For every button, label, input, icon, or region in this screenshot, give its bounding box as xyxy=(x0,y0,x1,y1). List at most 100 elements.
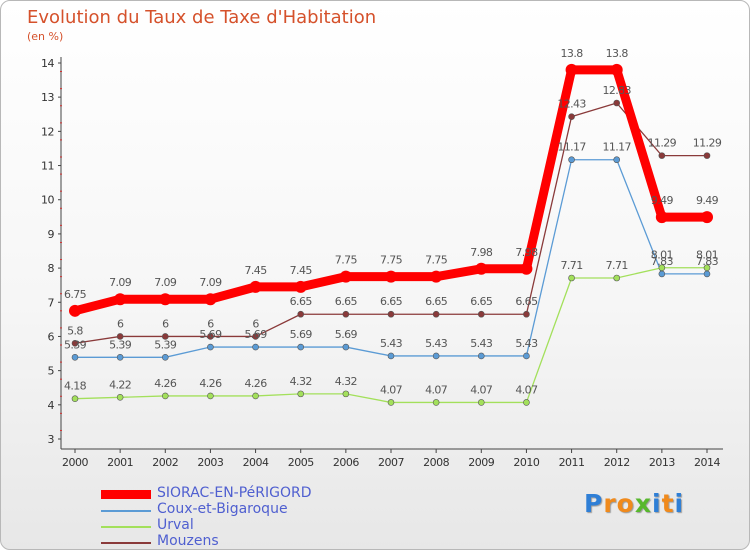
data-label: 4.07 xyxy=(380,383,403,396)
series-point-0 xyxy=(114,293,127,306)
data-label: 7.09 xyxy=(199,276,222,289)
data-label: 7.98 xyxy=(470,246,493,259)
series-point-1 xyxy=(207,343,214,351)
series-point-1 xyxy=(297,343,305,351)
series-point-1 xyxy=(703,270,711,278)
series-point-0 xyxy=(475,262,488,275)
y-tick-label: 10 xyxy=(41,194,54,207)
x-tick-label: 2008 xyxy=(423,456,449,469)
data-label: 5.69 xyxy=(245,328,268,341)
data-label: 4.22 xyxy=(109,378,131,391)
x-tick-label: 2011 xyxy=(559,456,585,469)
data-label: 5.43 xyxy=(470,337,493,350)
logo-letter: t xyxy=(661,489,675,518)
y-tick-label: 4 xyxy=(48,399,55,412)
series-point-2 xyxy=(432,399,440,406)
x-tick-label: 2004 xyxy=(243,456,269,469)
series-point-3 xyxy=(342,310,350,318)
series-point-1 xyxy=(568,156,575,164)
data-label: 7.45 xyxy=(245,264,268,277)
series-point-0 xyxy=(69,304,81,317)
series-point-0 xyxy=(159,293,172,306)
data-label: 4.26 xyxy=(154,377,177,390)
legend-label: Coux-et-Bigaroque xyxy=(157,501,288,517)
series-point-0 xyxy=(701,211,713,224)
data-label: 11.29 xyxy=(693,137,722,150)
x-tick-label: 2006 xyxy=(333,456,359,469)
y-tick-label: 11 xyxy=(41,160,54,173)
series-point-0 xyxy=(565,63,578,76)
data-label: 7.75 xyxy=(380,254,403,267)
series-point-0 xyxy=(655,211,668,224)
legend-swatch xyxy=(101,542,151,544)
data-label: 6.65 xyxy=(380,295,403,308)
data-label: 5.69 xyxy=(290,328,313,341)
data-label: 8.01 xyxy=(651,249,673,262)
data-label: 6 xyxy=(117,317,124,330)
series-point-2 xyxy=(703,264,711,272)
data-label: 5.69 xyxy=(335,328,358,341)
series-point-3 xyxy=(207,333,214,340)
data-label: 4.07 xyxy=(515,383,538,396)
series-point-1 xyxy=(161,354,169,361)
data-label: 4.26 xyxy=(245,377,268,390)
series-point-1 xyxy=(523,352,530,360)
data-label: 7.75 xyxy=(425,254,448,267)
data-label: 7.83 xyxy=(651,255,674,268)
data-label: 13.8 xyxy=(606,47,629,60)
logo-letter: x xyxy=(634,489,652,518)
data-label: 5.39 xyxy=(154,338,177,351)
logo-letter: i xyxy=(674,489,685,518)
x-tick-label: 2007 xyxy=(378,456,404,469)
data-label: 6 xyxy=(162,317,169,330)
data-label: 6.75 xyxy=(64,288,87,301)
series-point-3 xyxy=(703,152,711,159)
y-tick-label: 14 xyxy=(41,57,54,70)
data-label: 6.65 xyxy=(425,295,448,308)
x-tick-label: 2003 xyxy=(197,456,223,469)
series-point-2 xyxy=(523,399,530,406)
logo-letter: i xyxy=(652,489,662,518)
x-tick-label: 2002 xyxy=(152,456,178,469)
data-label: 11.17 xyxy=(557,141,586,154)
data-label: 11.29 xyxy=(648,137,677,150)
data-label: 7.09 xyxy=(154,276,177,289)
data-label: 4.32 xyxy=(335,375,357,388)
data-label: 7.09 xyxy=(109,276,132,289)
series-point-3 xyxy=(568,113,575,120)
logo-letter: o xyxy=(616,489,635,518)
y-tick-label: 5 xyxy=(48,365,55,378)
legend-swatch xyxy=(101,526,151,528)
legend-label: Mouzens xyxy=(157,533,219,549)
data-label: 7.45 xyxy=(290,264,313,277)
data-label: 12.43 xyxy=(557,98,586,111)
y-tick-label: 13 xyxy=(41,91,54,104)
legend-swatch xyxy=(101,490,151,499)
series-point-2 xyxy=(297,390,305,398)
x-tick-label: 2014 xyxy=(694,456,720,469)
y-tick-label: 12 xyxy=(41,125,54,138)
data-label: 6 xyxy=(207,317,214,330)
series-point-3 xyxy=(297,310,305,318)
series-point-2 xyxy=(116,393,124,401)
series-point-0 xyxy=(249,280,262,293)
data-label: 5.8 xyxy=(67,324,83,337)
series-point-0 xyxy=(430,270,443,283)
logo-letter: r xyxy=(603,489,617,518)
data-label: 7.83 xyxy=(696,255,719,268)
series-point-2 xyxy=(252,392,259,400)
data-label: 6.65 xyxy=(470,295,493,308)
series-point-1 xyxy=(116,354,124,361)
series-point-0 xyxy=(294,280,307,293)
series-point-3 xyxy=(161,333,169,340)
data-label: 11.17 xyxy=(602,141,631,154)
series-point-2 xyxy=(207,392,214,400)
series-point-1 xyxy=(71,354,79,361)
legend-label: Urval xyxy=(157,517,194,533)
series-point-1 xyxy=(432,352,440,360)
data-label: 7.98 xyxy=(515,246,538,259)
data-label: 5.39 xyxy=(64,338,87,351)
data-label: 7.71 xyxy=(561,259,583,272)
series-point-1 xyxy=(342,343,350,351)
